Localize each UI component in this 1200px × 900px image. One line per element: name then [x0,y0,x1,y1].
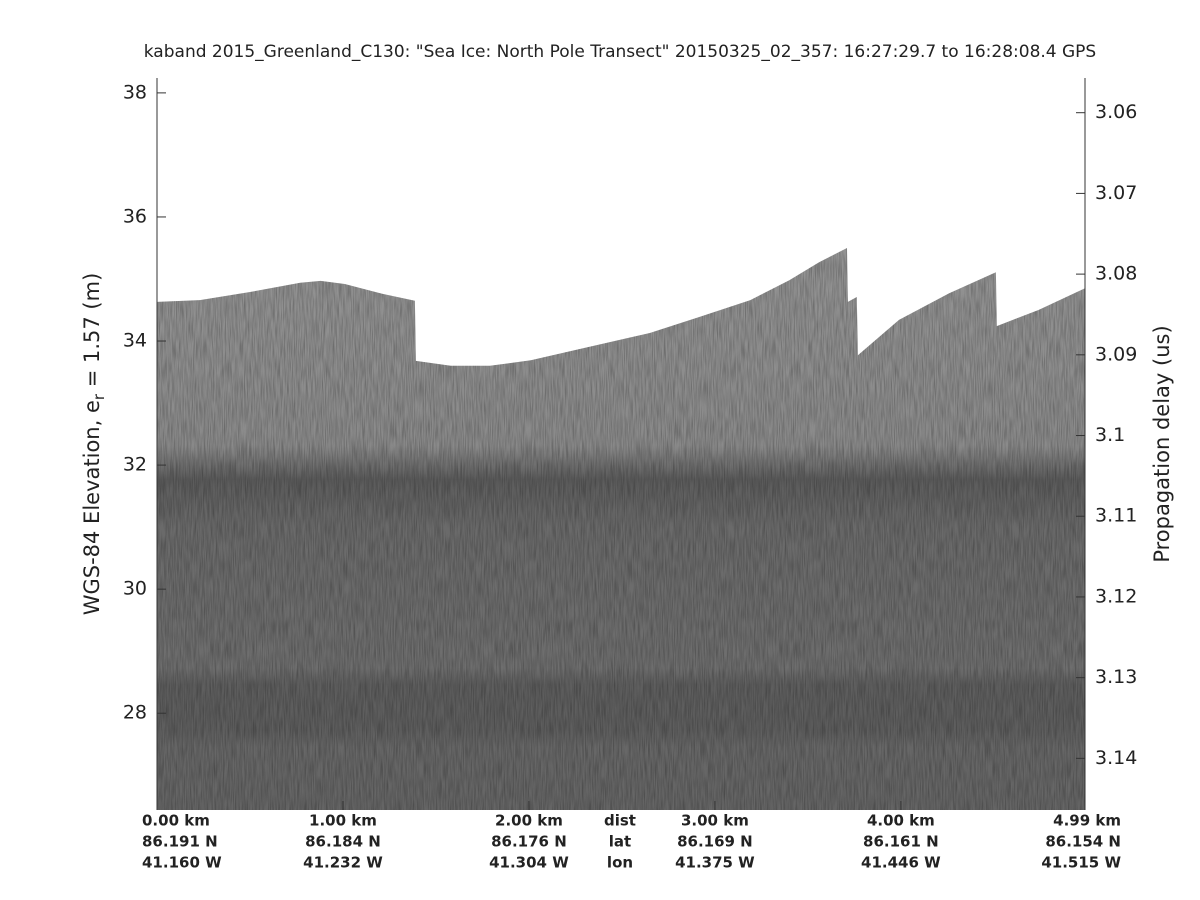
y-axis-label: WGS-84 Elevation, er = 1.57 (m) [80,273,108,616]
lon-label: 41.160 W [142,854,222,872]
y-tick-label: 36 [123,205,147,227]
lat-label: 86.191 N [142,833,218,851]
y-label-end: = 1.57 (m) [80,273,104,394]
lat-label: 86.184 N [305,833,381,851]
lon-label: 41.232 W [303,854,383,872]
x-tick-label: 3.00 km [681,812,749,830]
y-label-sub: r [90,393,108,400]
y2-tick-label: 3.09 [1095,343,1137,365]
y2-tick-label: 3.07 [1095,182,1137,204]
plot [157,248,1085,810]
row-label: lat [609,833,631,851]
y2-tick-label: 3.13 [1095,666,1137,688]
lat-label: 86.161 N [863,833,939,851]
x-tick-label: 0.00 km [142,812,210,830]
y-tick-label: 30 [123,578,147,600]
x-tick-label: 4.00 km [867,812,935,830]
y-tick-label: 38 [123,81,147,103]
row-label: dist [604,812,636,830]
lon-label: 41.515 W [1041,854,1121,872]
y2-tick-label: 3.1 [1095,424,1125,446]
y-tick-label: 34 [123,330,147,352]
lat-label: 86.169 N [677,833,753,851]
y2-tick-label: 3.11 [1095,505,1137,527]
lon-label: 41.304 W [489,854,569,872]
y2-axis-label: Propagation delay (us) [1150,325,1174,562]
y2-tick-label: 3.08 [1095,263,1137,285]
y2-tick-label: 3.14 [1095,747,1137,769]
y2-tick-label: 3.06 [1095,101,1137,123]
x-tick-label: 4.99 km [1053,812,1121,830]
x-tick-label: 1.00 km [309,812,377,830]
lon-label: 41.375 W [675,854,755,872]
x-tick-label: 2.00 km [495,812,563,830]
y-tick-label: 32 [123,454,147,476]
y-label-main: WGS-84 Elevation, e [80,400,104,615]
y2-tick-label: 3.12 [1095,585,1137,607]
row-label: lon [607,854,633,872]
lon-label: 41.446 W [861,854,941,872]
echogram-noise [157,248,1085,810]
lat-label: 86.176 N [491,833,567,851]
chart-title: kaband 2015_Greenland_C130: "Sea Ice: No… [144,42,1096,62]
lat-label: 86.154 N [1045,833,1121,851]
y-tick-label: 28 [123,702,147,724]
